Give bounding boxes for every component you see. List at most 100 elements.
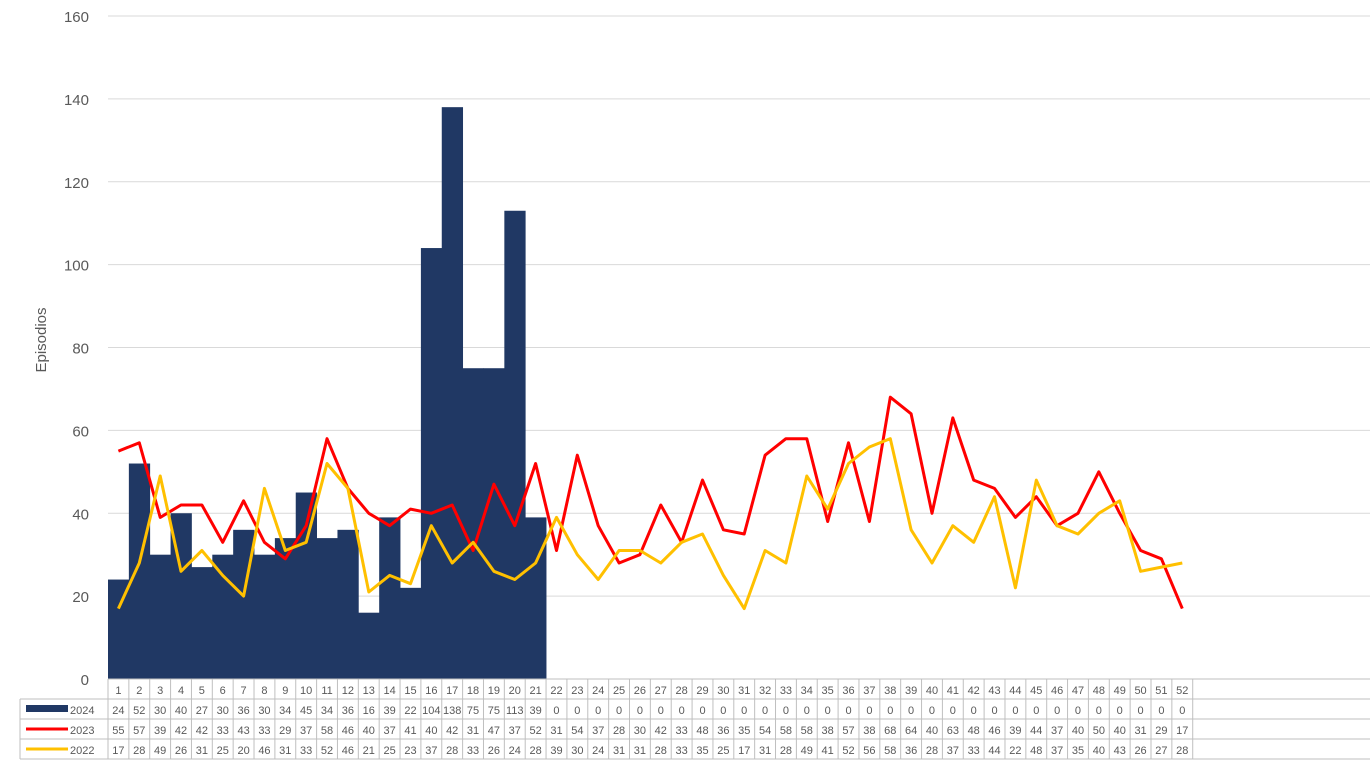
data-label-2022: 52	[842, 745, 854, 757]
x-tick-label: 10	[300, 685, 312, 697]
data-label-2024: 0	[658, 705, 664, 717]
bar-2024	[254, 555, 275, 679]
data-label-2023: 57	[842, 725, 854, 737]
x-tick-label: 51	[1155, 685, 1167, 697]
data-label-2024: 52	[133, 705, 145, 717]
data-label-2022: 31	[634, 745, 646, 757]
data-label-2022: 49	[801, 745, 813, 757]
x-tick-label: 1	[115, 685, 121, 697]
x-tick-label: 23	[571, 685, 583, 697]
bar-2024	[129, 464, 150, 679]
x-tick-label: 4	[178, 685, 184, 697]
data-label-2022: 17	[112, 745, 124, 757]
x-tick-label: 42	[968, 685, 980, 697]
data-label-2022: 33	[676, 745, 688, 757]
data-label-2023: 38	[863, 725, 875, 737]
x-tick-label: 35	[822, 685, 834, 697]
data-label-2022: 46	[342, 745, 354, 757]
data-label-2023: 37	[383, 725, 395, 737]
data-label-2022: 24	[592, 745, 604, 757]
data-label-2024: 34	[279, 705, 291, 717]
data-label-2022: 33	[968, 745, 980, 757]
data-label-2023: 54	[759, 725, 771, 737]
data-label-2023: 50	[1093, 725, 1105, 737]
data-label-2024: 75	[488, 705, 500, 717]
data-label-2022: 31	[759, 745, 771, 757]
x-tick-label: 14	[383, 685, 395, 697]
data-label-2024: 36	[237, 705, 249, 717]
y-tick-label: 40	[72, 506, 89, 523]
data-label-2022: 28	[530, 745, 542, 757]
x-tick-label: 50	[1134, 685, 1146, 697]
data-label-2024: 0	[866, 705, 872, 717]
data-label-2023: 40	[1114, 725, 1126, 737]
y-tick-label: 0	[81, 672, 89, 689]
data-label-2024: 24	[112, 705, 124, 717]
x-tick-label: 25	[613, 685, 625, 697]
x-tick-label: 24	[592, 685, 604, 697]
data-label-2023: 40	[363, 725, 375, 737]
x-tick-label: 18	[467, 685, 479, 697]
data-label-2024: 22	[404, 705, 416, 717]
data-label-2023: 58	[801, 725, 813, 737]
x-tick-label: 33	[780, 685, 792, 697]
data-label-2024: 30	[154, 705, 166, 717]
data-label-2024: 0	[1075, 705, 1081, 717]
x-tick-label: 31	[738, 685, 750, 697]
bar-2024	[337, 530, 358, 679]
data-label-2024: 30	[217, 705, 229, 717]
data-label-2023: 31	[1134, 725, 1146, 737]
x-tick-label: 52	[1176, 685, 1188, 697]
data-label-2024: 0	[595, 705, 601, 717]
data-label-2024: 0	[553, 705, 559, 717]
data-label-2024: 0	[908, 705, 914, 717]
data-label-2022: 20	[237, 745, 249, 757]
data-label-2023: 33	[258, 725, 270, 737]
data-label-2022: 33	[300, 745, 312, 757]
data-label-2022: 35	[1072, 745, 1084, 757]
data-label-2022: 44	[988, 745, 1000, 757]
data-label-2023: 33	[676, 725, 688, 737]
data-label-2022: 48	[1030, 745, 1042, 757]
x-tick-label: 43	[988, 685, 1000, 697]
x-tick-label: 9	[282, 685, 288, 697]
data-label-2023: 29	[1155, 725, 1167, 737]
data-label-2024: 0	[762, 705, 768, 717]
x-tick-label: 11	[321, 685, 332, 697]
data-label-2022: 24	[509, 745, 521, 757]
data-label-2023: 52	[530, 725, 542, 737]
data-label-2024: 0	[679, 705, 685, 717]
bar-2024	[150, 555, 171, 679]
data-label-2024: 0	[699, 705, 705, 717]
legend-label-2023: 2023	[70, 725, 94, 737]
x-tick-label: 39	[905, 685, 917, 697]
x-tick-label: 41	[947, 685, 959, 697]
data-label-2022: 23	[404, 745, 416, 757]
data-label-2024: 0	[991, 705, 997, 717]
data-label-2024: 0	[1096, 705, 1102, 717]
data-label-2023: 48	[696, 725, 708, 737]
data-label-2022: 21	[363, 745, 375, 757]
data-label-2023: 42	[175, 725, 187, 737]
x-tick-label: 49	[1114, 685, 1126, 697]
data-label-2022: 28	[926, 745, 938, 757]
data-label-2022: 30	[571, 745, 583, 757]
data-label-2022: 31	[196, 745, 208, 757]
data-label-2024: 39	[383, 705, 395, 717]
data-label-2022: 37	[425, 745, 437, 757]
bar-2024	[191, 567, 212, 679]
x-tick-label: 38	[884, 685, 896, 697]
data-label-2024: 27	[196, 705, 208, 717]
data-label-2022: 40	[1093, 745, 1105, 757]
data-label-2023: 31	[467, 725, 479, 737]
data-label-2023: 29	[279, 725, 291, 737]
data-label-2023: 64	[905, 725, 917, 737]
data-label-2024: 0	[1179, 705, 1185, 717]
data-label-2023: 44	[1030, 725, 1042, 737]
x-tick-label: 27	[655, 685, 667, 697]
data-label-2024: 0	[1158, 705, 1164, 717]
data-label-2022: 31	[279, 745, 291, 757]
x-tick-label: 21	[530, 685, 542, 697]
data-label-2024: 104	[422, 705, 440, 717]
data-label-2024: 34	[321, 705, 333, 717]
